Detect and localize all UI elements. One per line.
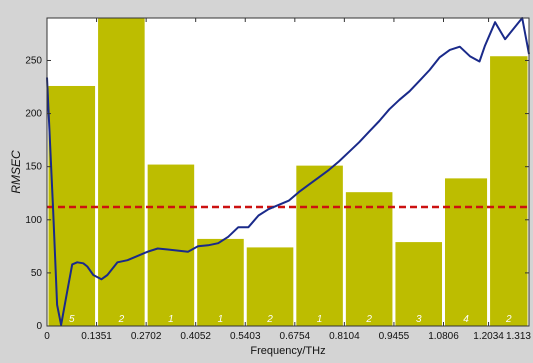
bar-count-label: 2 bbox=[505, 314, 512, 325]
x-tick-label: 0.8104 bbox=[329, 331, 360, 342]
bar bbox=[445, 178, 488, 326]
bar-count-label: 2 bbox=[365, 314, 372, 325]
axes: 0 50 100 150 200 250 0 0.1351 0.2702 0.4052 0.5403… bbox=[25, 17, 531, 342]
bar-count-label: 1 bbox=[317, 314, 323, 325]
bar bbox=[197, 238, 244, 326]
y-axis-label: RMSEC bbox=[9, 150, 23, 194]
y-tick-label: 150 bbox=[25, 162, 42, 173]
x-axis-label: Frequency/THz bbox=[250, 345, 325, 357]
x-tick-label: 0.9455 bbox=[379, 331, 410, 342]
bar-count-label: 1 bbox=[168, 314, 174, 325]
line-series bbox=[46, 17, 530, 326]
x-tick-label: 0.4052 bbox=[180, 331, 211, 342]
bar-count-label: 3 bbox=[416, 314, 422, 325]
bar-count-label: 1 bbox=[218, 314, 224, 325]
y-tick-label: 100 bbox=[25, 215, 42, 226]
y-tick-label: 250 bbox=[25, 55, 42, 66]
bar bbox=[246, 247, 294, 326]
x-tick-label: 0.2702 bbox=[131, 331, 162, 342]
bar bbox=[147, 164, 195, 326]
x-tick-label: 0 bbox=[44, 331, 50, 342]
x-tick-label: 0.1351 bbox=[81, 331, 112, 342]
bar-count-label: 4 bbox=[463, 314, 469, 325]
bar-series bbox=[48, 18, 528, 326]
bar bbox=[98, 18, 145, 326]
plot-frame bbox=[46, 17, 530, 327]
y-tick-label: 200 bbox=[25, 109, 42, 120]
x-tick-label: 0.6754 bbox=[280, 331, 311, 342]
x-tick-label: 0.5403 bbox=[230, 331, 261, 342]
bar-count-labels: 5 2 1 1 2 1 2 3 4 2 bbox=[69, 314, 512, 325]
y-tick-label: 0 bbox=[36, 321, 42, 332]
bar bbox=[395, 242, 443, 326]
bar bbox=[490, 56, 528, 326]
bar bbox=[296, 165, 343, 326]
rmsec-line bbox=[46, 17, 530, 326]
bar bbox=[345, 192, 393, 326]
y-tick-label: 50 bbox=[31, 268, 43, 279]
bar-count-label: 2 bbox=[118, 314, 125, 325]
x-tick-label: 1.2034 bbox=[473, 331, 504, 342]
bar-count-label: 5 bbox=[69, 314, 75, 325]
x-tick-label: 1.313 bbox=[506, 331, 531, 342]
x-tick-label: 1.0806 bbox=[428, 331, 459, 342]
bar-count-label: 2 bbox=[266, 314, 273, 325]
